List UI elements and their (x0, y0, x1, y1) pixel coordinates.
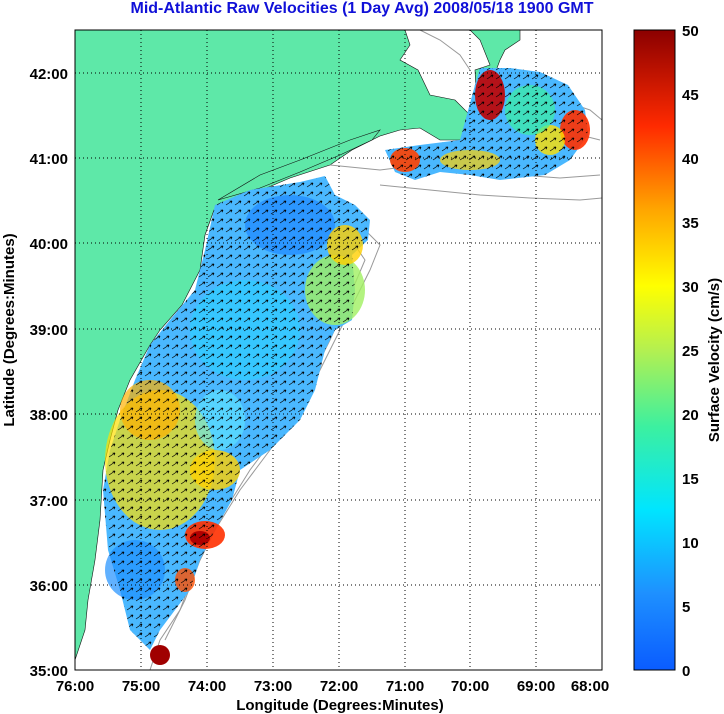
colorbar-tick: 30 (682, 279, 699, 296)
colorbar-tick: 10 (682, 535, 699, 552)
colorbar-tick: 20 (682, 407, 699, 424)
colorbar-tick-labels: 50 45 40 35 30 25 20 15 10 5 0 (682, 23, 699, 680)
x-tick: 68:00 (571, 678, 609, 695)
y-tick: 39:00 (30, 322, 68, 339)
chart-title: Mid-Atlantic Raw Velocities (1 Day Avg) … (130, 0, 594, 17)
colorbar-tick: 50 (682, 23, 699, 40)
long-island (217, 129, 381, 201)
x-tick: 71:00 (386, 678, 424, 695)
x-tick: 72:00 (320, 678, 358, 695)
colorbar-tick: 45 (682, 87, 699, 104)
colorbar-label: Surface Velocity (cm/s) (706, 278, 723, 442)
colorbar-tick: 25 (682, 343, 699, 360)
colorbar-tick: 40 (682, 151, 699, 168)
x-tick-labels: 76:00 75:00 74:00 73:00 72:00 71:00 70:0… (56, 678, 609, 695)
colorbar-tick: 0 (682, 663, 690, 680)
y-tick: 40:00 (30, 236, 68, 253)
y-tick: 35:00 (30, 663, 68, 680)
colorbar-tick: 35 (682, 215, 699, 232)
x-axis-label: Longitude (Degrees:Minutes) (236, 697, 444, 714)
y-tick-labels: 42:00 41:00 40:00 39:00 38:00 37:00 36:0… (30, 66, 68, 680)
y-tick: 37:00 (30, 493, 68, 510)
y-axis-label: Latitude (Degrees:Minutes) (1, 233, 18, 426)
x-tick: 76:00 (56, 678, 94, 695)
y-tick: 38:00 (30, 407, 68, 424)
colorbar (633, 29, 676, 671)
plot-frame (74, 29, 603, 671)
x-tick: 75:00 (122, 678, 160, 695)
x-tick: 69:00 (517, 678, 555, 695)
colorbar-tick: 5 (682, 599, 690, 616)
velocity-vectors (103, 68, 588, 650)
x-tick: 70:00 (451, 678, 489, 695)
grid-lines (75, 30, 602, 670)
x-tick: 73:00 (254, 678, 292, 695)
y-tick: 41:00 (30, 151, 68, 168)
y-tick: 42:00 (30, 66, 68, 83)
x-tick: 74:00 (188, 678, 226, 695)
y-tick: 36:00 (30, 578, 68, 595)
colorbar-tick: 15 (682, 471, 699, 488)
